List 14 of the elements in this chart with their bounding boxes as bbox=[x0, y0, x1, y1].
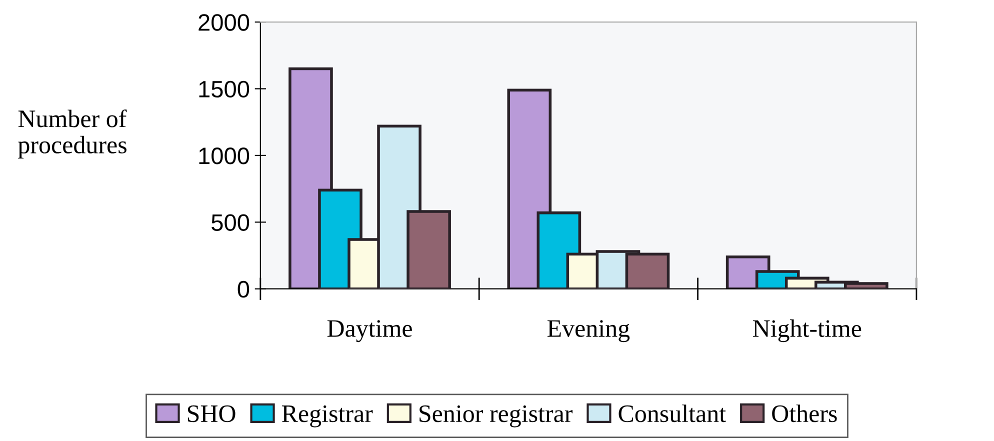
y-tick-label: 500 bbox=[212, 214, 250, 231]
x-tick-label: Night-time bbox=[752, 319, 862, 342]
y-tick-label: 1000 bbox=[199, 148, 250, 164]
legend-label: Senior registrar bbox=[420, 405, 573, 428]
legend-label: Consultant bbox=[618, 404, 726, 422]
x-tick-label: Evening bbox=[548, 320, 630, 342]
y-tick-label: 1500 bbox=[199, 80, 250, 98]
y-tick-label: 2000 bbox=[198, 14, 250, 31]
y-tick-label: 0 bbox=[238, 280, 250, 298]
legend-label: Others bbox=[772, 404, 837, 422]
legend-label: Registrar bbox=[282, 405, 373, 428]
y-axis-title: Number of procedures bbox=[18, 109, 127, 159]
x-tick-label: Daytime bbox=[327, 320, 412, 342]
legend-label: SHO bbox=[188, 405, 236, 422]
